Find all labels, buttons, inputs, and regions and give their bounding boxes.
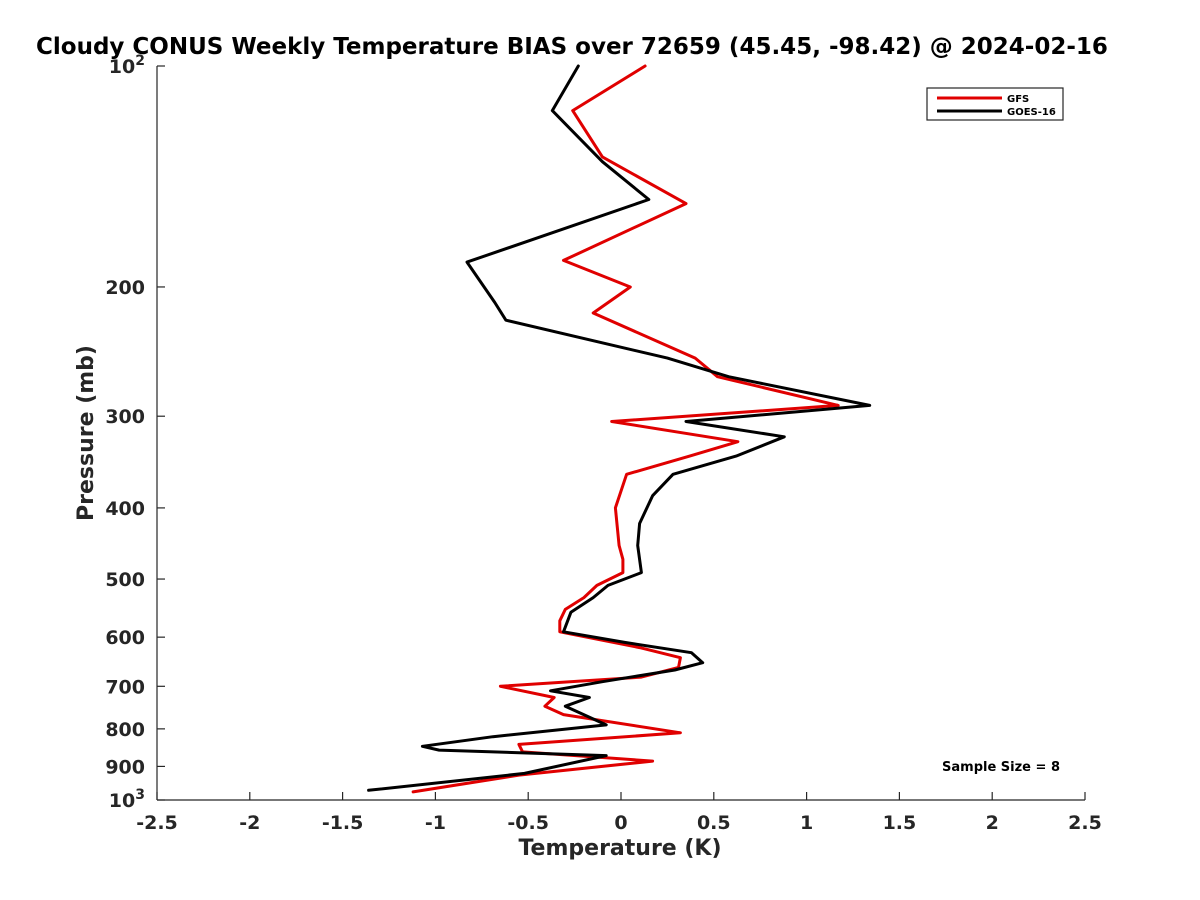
y-tick-label-base: 10 xyxy=(109,56,135,78)
plot-area: -2.5 -2 -1.5 -1 -0.5 0 0.5 1 1.5 2 2.5 10220030040… xyxy=(105,53,1102,834)
y-tick-label-base: 600 xyxy=(105,627,145,649)
x-tick-label: -1.5 xyxy=(322,812,364,834)
y-tick-label: 400 xyxy=(105,498,145,520)
legend-label: GFS xyxy=(1007,94,1029,105)
y-tick-label: 600 xyxy=(105,627,145,649)
y-tick-label: 300 xyxy=(105,406,145,428)
x-tick-label: -2 xyxy=(239,812,260,834)
x-tick-label: -2.5 xyxy=(136,812,178,834)
y-tick-label: 800 xyxy=(105,719,145,741)
y-tick-label-base: 200 xyxy=(105,277,145,299)
y-tick-label: 900 xyxy=(105,756,145,778)
y-tick-label-base: 800 xyxy=(105,719,145,741)
y-axis-label: Pressure (mb) xyxy=(74,345,99,521)
x-tick-label: 1 xyxy=(800,812,813,834)
y-tick-label: 500 xyxy=(105,569,145,591)
y-tick-label-base: 300 xyxy=(105,406,145,428)
legend-label: GOES-16 xyxy=(1007,107,1056,118)
y-tick-label: 700 xyxy=(105,676,145,698)
y-tick-label: 103 xyxy=(109,787,145,812)
y-tick-label-base: 400 xyxy=(105,498,145,520)
y-tick-label: 102 xyxy=(109,53,145,78)
x-axis-ticks: -2.5 -2 -1.5 -1 -0.5 0 0.5 1 1.5 2 2.5 xyxy=(136,792,1102,834)
y-tick-label-base: 500 xyxy=(105,569,145,591)
y-tick-label-base: 900 xyxy=(105,756,145,778)
series-line-gfs xyxy=(411,64,840,794)
x-tick-label: -0.5 xyxy=(507,812,549,834)
y-tick-label-base: 700 xyxy=(105,676,145,698)
x-tick-label: 2.5 xyxy=(1068,812,1102,834)
y-tick-label: 200 xyxy=(105,277,145,299)
x-tick-label: 0 xyxy=(614,812,627,834)
x-tick-label: 2 xyxy=(986,812,999,834)
y-tick-label-exponent: 3 xyxy=(135,787,145,803)
y-tick-label-base: 10 xyxy=(109,790,135,812)
x-tick-label: 1.5 xyxy=(883,812,917,834)
sample-size-annotation: Sample Size = 8 xyxy=(942,760,1060,775)
series-lines xyxy=(367,64,872,794)
x-axis-label: Temperature (K) xyxy=(518,836,721,861)
series-line-goes-16 xyxy=(367,64,872,792)
chart-title: Cloudy CONUS Weekly Temperature BIAS ove… xyxy=(36,34,1108,60)
x-tick-label: -1 xyxy=(425,812,446,834)
x-tick-label: 0.5 xyxy=(697,812,731,834)
y-tick-label-exponent: 2 xyxy=(135,53,145,69)
legend-box xyxy=(926,87,1064,121)
legend: GFS GOES-16 xyxy=(926,87,1064,121)
